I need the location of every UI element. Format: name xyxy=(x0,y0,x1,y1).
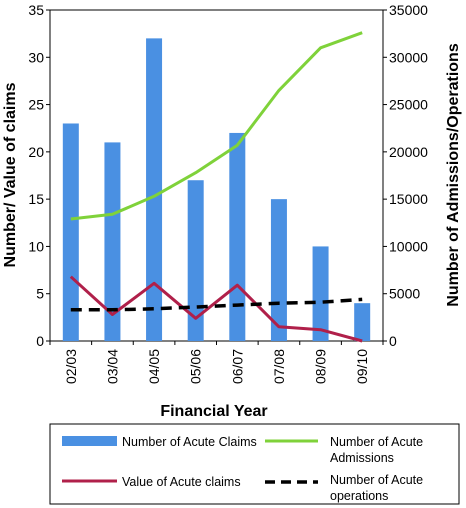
legend-label-acute-claims: Number of Acute Claims xyxy=(122,435,257,449)
x-tick-label: 08/09 xyxy=(313,349,329,384)
x-tick-label: 07/08 xyxy=(271,349,287,384)
x-axis-ticks: 02/03 03/04 04/05 05/06 06/07 07/08 08/09 09/10 xyxy=(49,341,384,384)
bar xyxy=(270,199,287,341)
left-tick-label: 10 xyxy=(28,238,44,254)
right-tick-label: 0 xyxy=(389,333,397,349)
right-tick-label: 10000 xyxy=(389,238,428,254)
x-axis-title: Financial Year xyxy=(160,403,267,420)
x-tick-label: 05/06 xyxy=(188,349,204,384)
right-axis-title: Number of Admissions/Operations xyxy=(445,43,462,307)
x-tick-label: 03/04 xyxy=(104,349,120,384)
bar xyxy=(187,180,204,341)
bar xyxy=(62,123,79,341)
right-tick-label: 35000 xyxy=(389,2,428,18)
right-axis-ticks: 0 5000 10000 15000 20000 25000 30000 35000 xyxy=(383,2,428,349)
left-axis-title: Number/ Value of claims xyxy=(2,82,19,267)
right-tick-label: 25000 xyxy=(389,97,428,113)
right-tick-label: 5000 xyxy=(389,286,420,302)
x-tick-label: 06/07 xyxy=(229,349,245,384)
plot-frame xyxy=(49,9,384,342)
left-tick-label: 15 xyxy=(28,191,44,207)
right-tick-label: 20000 xyxy=(389,144,428,160)
x-tick-label: 09/10 xyxy=(354,349,370,384)
left-tick-label: 25 xyxy=(28,97,44,113)
right-tick-label: 15000 xyxy=(389,191,428,207)
bar xyxy=(354,303,371,341)
series-line xyxy=(70,297,363,312)
left-axis-ticks: 0 5 10 15 20 25 30 35 xyxy=(28,2,50,349)
left-tick-label: 5 xyxy=(36,286,44,302)
left-tick-label: 35 xyxy=(28,2,44,18)
series-line xyxy=(69,275,363,343)
legend-label-operations-1: Number of Acute xyxy=(330,473,423,487)
bar xyxy=(229,132,246,341)
legend: Number of Acute Claims Number of Acute A… xyxy=(49,423,460,505)
legend-box xyxy=(49,423,460,505)
x-tick-label: 04/05 xyxy=(146,349,162,384)
legend-label-operations-2: operations xyxy=(330,489,388,503)
legend-swatch-acute-claims xyxy=(62,436,117,446)
legend-label-value-claims: Value of Acute claims xyxy=(122,475,241,489)
legend-label-admissions-2: Admissions xyxy=(330,451,394,465)
bar xyxy=(146,38,163,341)
left-tick-label: 30 xyxy=(28,49,44,65)
plot-area xyxy=(49,9,384,343)
left-tick-label: 20 xyxy=(28,144,44,160)
series-line xyxy=(70,31,363,221)
bar xyxy=(104,142,121,341)
left-tick-label: 0 xyxy=(36,333,44,349)
legend-label-admissions-1: Number of Acute xyxy=(330,435,423,449)
bar xyxy=(312,246,329,341)
x-tick-label: 02/03 xyxy=(63,349,79,384)
right-tick-label: 30000 xyxy=(389,49,428,65)
